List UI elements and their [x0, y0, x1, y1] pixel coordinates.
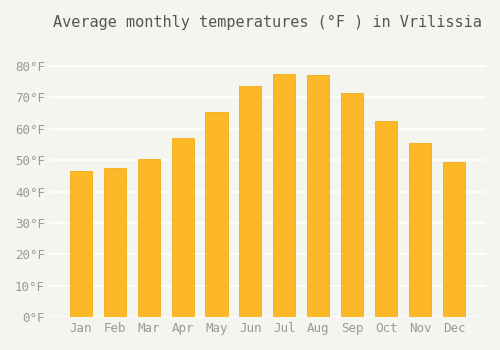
- Bar: [375, 121, 398, 317]
- Bar: [104, 168, 126, 317]
- Bar: [443, 162, 465, 317]
- Bar: [138, 159, 160, 317]
- Bar: [409, 143, 432, 317]
- Bar: [274, 74, 295, 317]
- Title: Average monthly temperatures (°F ) in Vrilissia: Average monthly temperatures (°F ) in Vr…: [53, 15, 482, 30]
- Bar: [240, 86, 262, 317]
- Bar: [172, 138, 194, 317]
- Bar: [342, 93, 363, 317]
- Bar: [308, 76, 330, 317]
- Bar: [206, 112, 228, 317]
- Bar: [70, 171, 92, 317]
